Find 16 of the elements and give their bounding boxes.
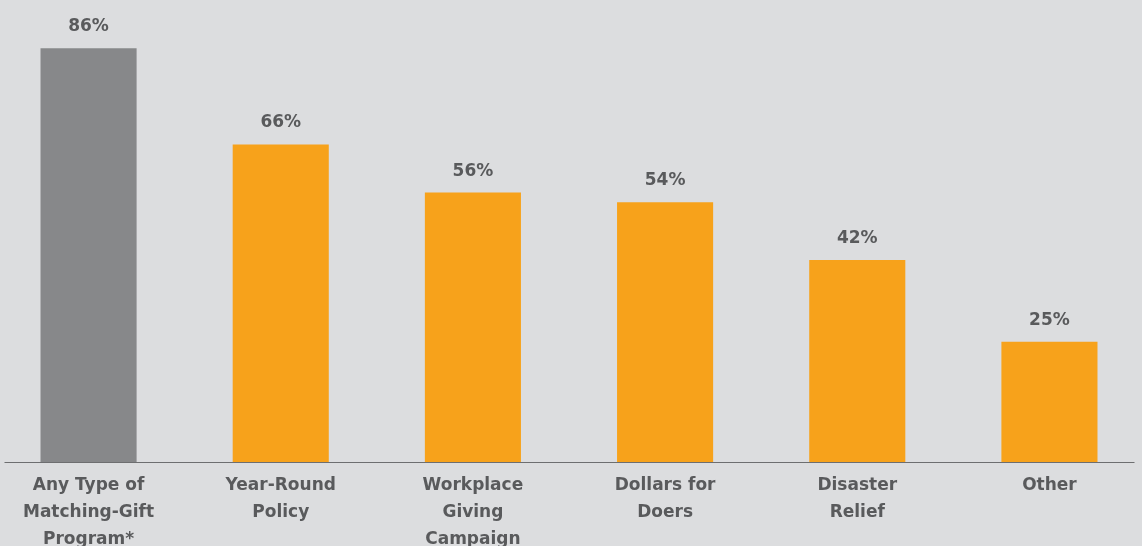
data-label: 66% (260, 111, 302, 132)
data-label: 56% (452, 159, 494, 180)
data-label: 54% (644, 169, 686, 190)
data-label: 86% (68, 15, 109, 36)
bar (40, 48, 137, 462)
bar (232, 144, 329, 462)
bar (424, 192, 521, 462)
x-tick-label: Other (1022, 473, 1078, 494)
data-label: 42% (836, 226, 878, 247)
bar (809, 259, 906, 462)
bar (1001, 341, 1098, 462)
bar (617, 202, 714, 462)
x-tick-label: Dollars for Doers (614, 473, 717, 521)
x-tick-label: Disaster Relief (817, 473, 898, 521)
x-tick-label: Year-Round Policy (224, 473, 336, 521)
data-label: 25% (1029, 308, 1070, 329)
